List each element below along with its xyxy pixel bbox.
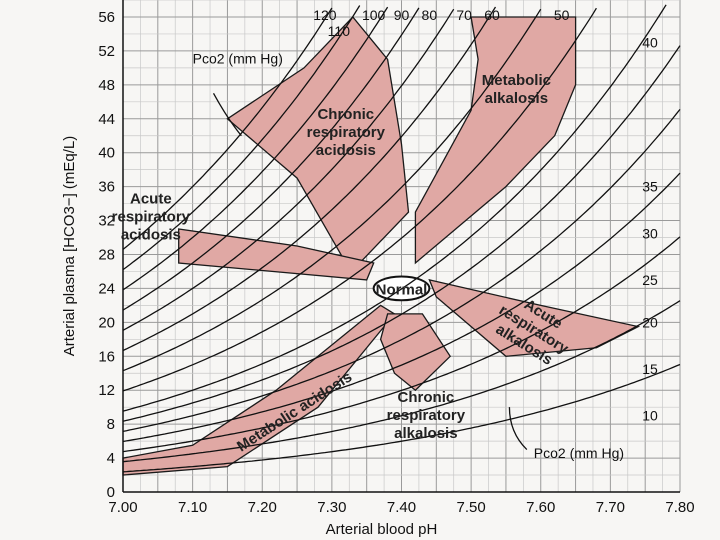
pco2-label-top: Pco2 (mm Hg) [193,51,283,67]
isopleth-label-60: 60 [484,7,500,23]
region-label-line: respiratory [307,124,386,141]
isopleth-label-90: 90 [394,7,410,23]
isopleth-label-10: 10 [642,408,658,424]
isopleth-pco2-60 [122,8,542,372]
y-tick-label: 12 [98,382,115,399]
region-label-line: Acute [130,191,172,208]
isopleth-pco2-70 [122,6,497,352]
isopleth-label-70: 70 [456,7,472,23]
y-tick-label: 32 [98,213,115,230]
isopleth-label-50: 50 [554,7,570,23]
y-tick-label: 8 [107,416,115,433]
region-label-line: acidosis [316,142,376,159]
isopleth-label-120: 120 [313,7,337,23]
x-tick-label: 7.30 [317,499,346,516]
region-label-normal: Normal [376,281,428,298]
y-tick-label: 44 [98,111,115,128]
x-tick-label: 7.80 [665,499,694,516]
isopleth-layer [122,4,681,473]
isopleth-label-40: 40 [642,34,658,50]
isopleth-label-100: 100 [362,7,386,23]
x-tick-label: 7.20 [248,499,277,516]
x-tick-label: 7.60 [526,499,555,516]
y-tick-label: 56 [98,9,115,26]
isopleth-pco2-50 [122,7,597,392]
y-tick-label: 16 [98,348,115,365]
x-tick-label: 7.70 [596,499,625,516]
region-label-line: acidosis [121,227,181,244]
y-axis-title: Arterial plasma [HCO3−] (mEq/L) [61,136,78,356]
y-tick-label: 0 [107,484,115,501]
isopleth-pco2-90 [122,7,420,311]
region-label-line: Chronic [317,106,374,123]
region-layer [122,16,641,476]
x-tick-label: 7.10 [178,499,207,516]
isopleth-pco2-30 [122,108,681,433]
isopleth-pco2-100 [122,6,389,291]
isopleth-label-20: 20 [642,314,658,330]
isopleth-pco2-120 [122,7,333,250]
x-axis-title: Arterial blood pH [326,521,438,538]
isopleth-pco2-110 [122,5,361,271]
y-tick-label: 48 [98,77,115,94]
y-tick-label: 52 [98,43,115,60]
region-acute-respiratory-acidosis [178,228,375,281]
isopleth-label-80: 80 [422,7,438,23]
x-tick-label: 7.00 [108,499,137,516]
isopleth-pco2-20 [122,236,681,453]
x-tick-label: 7.50 [457,499,486,516]
isopleth-pco2-80 [122,8,455,331]
region-label-acute-respiratory-acidosis: Acute respiratory acidosis [112,191,191,244]
pco2-label-bottom: Pco2 (mm Hg) [534,445,624,461]
isopleth-pco2-25 [122,172,681,443]
isopleth-pco2-10 [122,363,681,473]
region-label-metabolic-alkalosis: Metabolic alkalosis [482,72,551,107]
isopleth-label-35: 35 [642,179,658,195]
y-tick-label: 36 [98,179,115,196]
region-metabolic-alkalosis [414,16,577,265]
isopleth-label-30: 30 [642,225,658,241]
isopleth-pco2-35 [122,45,681,422]
region-chronic-respiratory-acidosis [226,16,410,264]
y-tick-label: 40 [98,145,115,162]
x-tick-label: 7.40 [387,499,416,516]
region-label-line: respiratory [387,407,466,424]
isopleth-label-15: 15 [642,361,658,377]
isopleth-pco2-40 [122,4,667,412]
pco2-leader-top [212,92,242,137]
y-tick-label: 4 [107,450,115,467]
isopleth-label-110: 110 [328,23,351,39]
region-label-chronic-respiratory-alkalosis: Chronic respiratory alkalosis [387,389,466,442]
region-label-line: respiratory [112,209,191,226]
axis-layer: 7.00 7.10 7.20 7.30 7.40 7.50 7.60 7.70 7.800481… [61,0,695,538]
region-label-chronic-respiratory-acidosis: Chronic respiratory acidosis [307,106,386,159]
y-tick-label: 20 [98,314,115,331]
region-label-line: alkalosis [394,425,457,442]
region-label-line: Chronic [398,389,455,406]
region-label-line: Metabolic [482,72,551,89]
region-label-line: alkalosis [485,90,548,107]
isopleth-pco2-15 [122,300,681,463]
isopleth-label-25: 25 [642,272,658,288]
y-tick-label: 24 [98,280,115,297]
region-chronic-respiratory-alkalosis [379,313,452,392]
pco2-leader-bottom [508,407,528,451]
region-acute-respiratory-alkalosis [428,278,641,357]
y-tick-label: 28 [98,246,115,263]
